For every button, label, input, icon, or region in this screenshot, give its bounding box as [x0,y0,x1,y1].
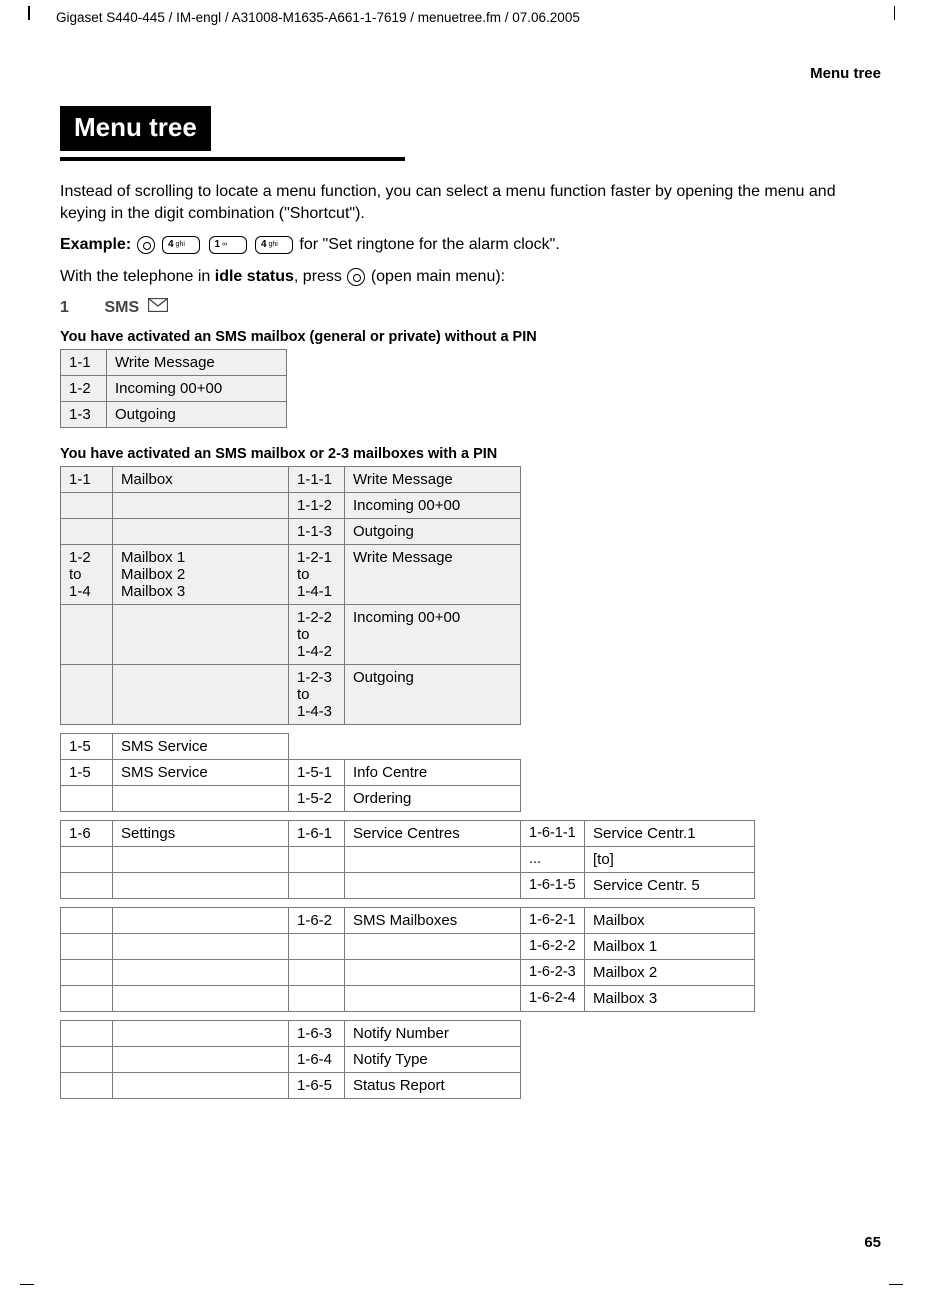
phone-key-1: 1 ∞ [209,236,247,254]
document-path: Gigaset S440-445 / IM-engl / A31008-M163… [56,10,873,25]
menu-number: 1 [60,297,100,319]
nav-key-icon [347,268,365,286]
table-row: 1-6-1-5Service Centr. 5 [61,873,755,899]
table-row: 1-6-2-2Mailbox 1 [61,934,755,960]
table-row: 1-1-3Outgoing [61,519,521,545]
example-line: Example: 4 ghi 1 ∞ 4 ghi for "Set ringto… [60,234,873,256]
subhead-with-pin: You have activated an SMS mailbox or 2-3… [60,446,873,462]
section-header: Menu tree [60,65,881,82]
table-row: 1-6-5Status Report [61,1073,755,1099]
page-title: Menu tree [60,106,211,151]
table-row: 1-6-3Notify Number [61,1021,755,1047]
example-text: for "Set ringtone for the alarm clock". [299,236,559,253]
table-row: 1-6-4Notify Type [61,1047,755,1073]
table-sms-withpin: 1-1Mailbox 1-1-1Write Message 1-1-2Incom… [60,466,521,725]
table-row: 1-2Incoming 00+00 [61,376,287,402]
table-row: 1-2 to 1-4 Mailbox 1 Mailbox 2 Mailbox 3… [61,545,521,605]
menu-label: SMS [104,299,139,316]
table-row: 1-2-2 to 1-4-2 Incoming 00+00 [61,605,521,665]
table-row: 1-1Mailbox 1-1-1Write Message [61,467,521,493]
table-sms-nopin: 1-1Write Message 1-2Incoming 00+00 1-3Ou… [60,349,287,428]
nav-key-icon [137,236,155,254]
example-label: Example: [60,236,131,253]
intro-paragraph: Instead of scrolling to locate a menu fu… [60,181,873,224]
table-row: 1-6-2SMS Mailboxes 1-6-2-1Mailbox [61,908,755,934]
phone-key-4b: 4 ghi [255,236,293,254]
idle-status-line: With the telephone in idle status, press… [60,266,873,288]
table-row: 1-5-2Ordering [61,786,755,812]
table-row: 1-1-2Incoming 00+00 [61,493,521,519]
page-number: 65 [864,1234,881,1251]
table-row: 1-3Outgoing [61,402,287,428]
table-row: 1-2-3 to 1-4-3 Outgoing [61,665,521,725]
menu-1-heading: 1 SMS [60,297,873,319]
table-row: 1-5SMS Service 1-5-1Info Centre [61,760,755,786]
table-row: 1-6-2-4Mailbox 3 [61,986,755,1012]
title-underline [60,157,405,161]
phone-key-4: 4 ghi [162,236,200,254]
envelope-icon [148,297,168,319]
table-row: 1-1Write Message [61,350,287,376]
table-row: ...[to] [61,847,755,873]
subhead-no-pin: You have activated an SMS mailbox (gener… [60,329,873,345]
table-row: 1-6-2-3Mailbox 2 [61,960,755,986]
table-row: 1-5SMS Service [61,734,755,760]
table-row: 1-6Settings 1-6-1Service Centres 1-6-1-1… [61,821,755,847]
table-sms-services: 1-5SMS Service 1-5SMS Service 1-5-1Info … [60,733,755,1099]
